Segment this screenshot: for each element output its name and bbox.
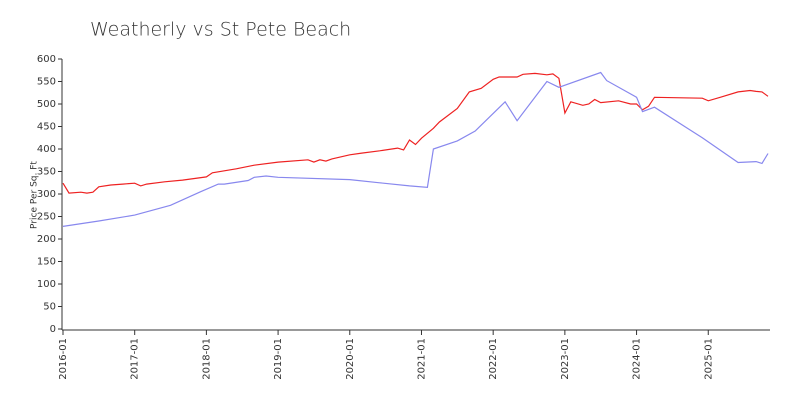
y-tick-label: 150 xyxy=(37,257,56,268)
y-tick-label: 550 xyxy=(37,77,56,88)
y-axis-label: Price Per Sq. Ft xyxy=(30,161,40,229)
y-tick-label: 600 xyxy=(37,54,56,65)
series-line xyxy=(62,72,769,194)
x-tick-label: 2021-01 xyxy=(416,338,427,380)
x-tick-label: 2019-01 xyxy=(273,338,284,380)
y-tick-label: 0 xyxy=(50,324,56,335)
y-tick-label: 350 xyxy=(37,167,56,178)
x-tick-label: 2022-01 xyxy=(488,338,499,380)
y-tick-label: 50 xyxy=(43,302,56,313)
chart-title: Weatherly vs St Pete Beach xyxy=(90,19,351,41)
y-tick-label: 200 xyxy=(37,234,56,245)
x-tick-label: 2024-01 xyxy=(632,338,643,380)
x-tick-label: 2023-01 xyxy=(560,338,571,380)
series-line xyxy=(62,71,769,227)
x-tick-label: 2018-01 xyxy=(201,338,212,380)
x-tick-label: 2017-01 xyxy=(130,338,141,380)
x-tick-label: 2025-01 xyxy=(703,338,714,380)
x-tick-label: 2020-01 xyxy=(345,338,356,380)
y-tick-label: 450 xyxy=(37,122,56,133)
x-tick-label: 2016-01 xyxy=(58,338,69,380)
y-tick-label: 300 xyxy=(37,189,56,200)
y-tick-label: 100 xyxy=(37,279,56,290)
y-tick-label: 500 xyxy=(37,99,56,110)
y-tick-label: 250 xyxy=(37,212,56,223)
y-tick-label: 400 xyxy=(37,144,56,155)
